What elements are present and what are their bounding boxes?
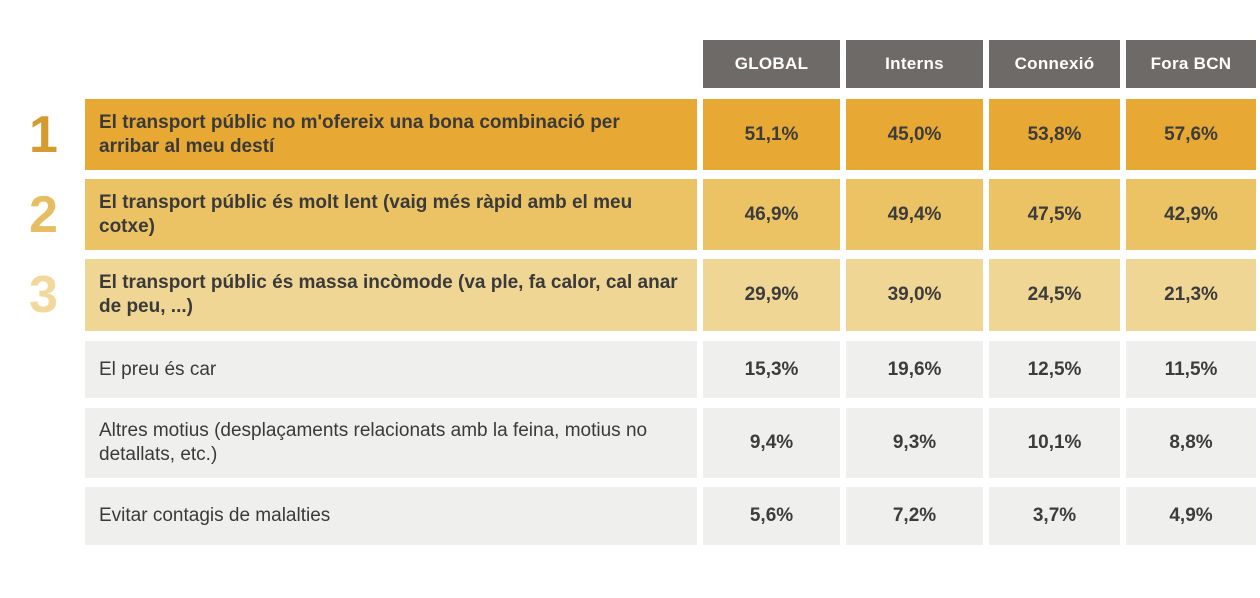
table-row: 1 El transport públic no m'ofereix una bo… — [25, 99, 1256, 170]
reason-label: Evitar contagis de malalties — [85, 487, 697, 545]
value-cell: 57,6% — [1126, 99, 1256, 170]
value-cell: 15,3% — [703, 341, 840, 398]
table-row: El preu és car 15,3% 19,6% 12,5% 11,5% — [25, 341, 1256, 398]
value-cell: 9,4% — [703, 408, 840, 478]
value-cell: 46,9% — [703, 179, 840, 250]
value-cell: 53,8% — [989, 99, 1120, 170]
rank-number: 3 — [29, 266, 58, 324]
value-cell: 51,1% — [703, 99, 840, 170]
value-cell: 21,3% — [1126, 259, 1256, 331]
header-label-spacer — [85, 40, 697, 88]
value-cell: 7,2% — [846, 487, 983, 545]
value-cell: 4,9% — [1126, 487, 1256, 545]
rank-number — [25, 487, 85, 545]
value-cell: 42,9% — [1126, 179, 1256, 250]
reason-label: Altres motius (desplaçaments relacionats… — [85, 408, 697, 478]
value-cell: 10,1% — [989, 408, 1120, 478]
rank-number — [25, 341, 85, 398]
value-cell: 47,5% — [989, 179, 1120, 250]
value-cell: 3,7% — [989, 487, 1120, 545]
value-cell: 19,6% — [846, 341, 983, 398]
value-cell: 49,4% — [846, 179, 983, 250]
table-row: 2 El transport públic és molt lent (vaig … — [25, 179, 1256, 250]
rank-number: 1 — [29, 105, 58, 164]
value-cell: 24,5% — [989, 259, 1120, 331]
table-row: Evitar contagis de malalties 5,6% 7,2% 3,7%… — [25, 487, 1256, 545]
header-rank-spacer — [25, 40, 85, 88]
column-header-connexió: Connexió — [989, 40, 1120, 88]
value-cell: 12,5% — [989, 341, 1120, 398]
value-cell: 45,0% — [846, 99, 983, 170]
table-header-row: GLOBAL Interns Connexió Fora BCN — [25, 40, 1256, 88]
rank-number — [25, 408, 85, 478]
column-header-interns: Interns — [846, 40, 983, 88]
column-header-global: GLOBAL — [703, 40, 840, 88]
value-cell: 39,0% — [846, 259, 983, 331]
value-cell: 8,8% — [1126, 408, 1256, 478]
table-row: 3 El transport públic és massa incòmode (… — [25, 259, 1256, 331]
reason-label: El transport públic és massa incòmode (v… — [85, 259, 697, 331]
reason-label: El preu és car — [85, 341, 697, 398]
value-cell: 11,5% — [1126, 341, 1256, 398]
reason-label: El transport públic és molt lent (vaig m… — [85, 179, 697, 250]
value-cell: 5,6% — [703, 487, 840, 545]
column-header-fora-bcn: Fora BCN — [1126, 40, 1256, 88]
rank-number: 2 — [29, 185, 58, 244]
value-cell: 29,9% — [703, 259, 840, 331]
table-row: Altres motius (desplaçaments relacionats… — [25, 408, 1256, 478]
reason-label: El transport públic no m'ofereix una bon… — [85, 99, 697, 170]
reasons-table: GLOBAL Interns Connexió Fora BCN 1 El transp… — [25, 40, 1256, 545]
value-cell: 9,3% — [846, 408, 983, 478]
